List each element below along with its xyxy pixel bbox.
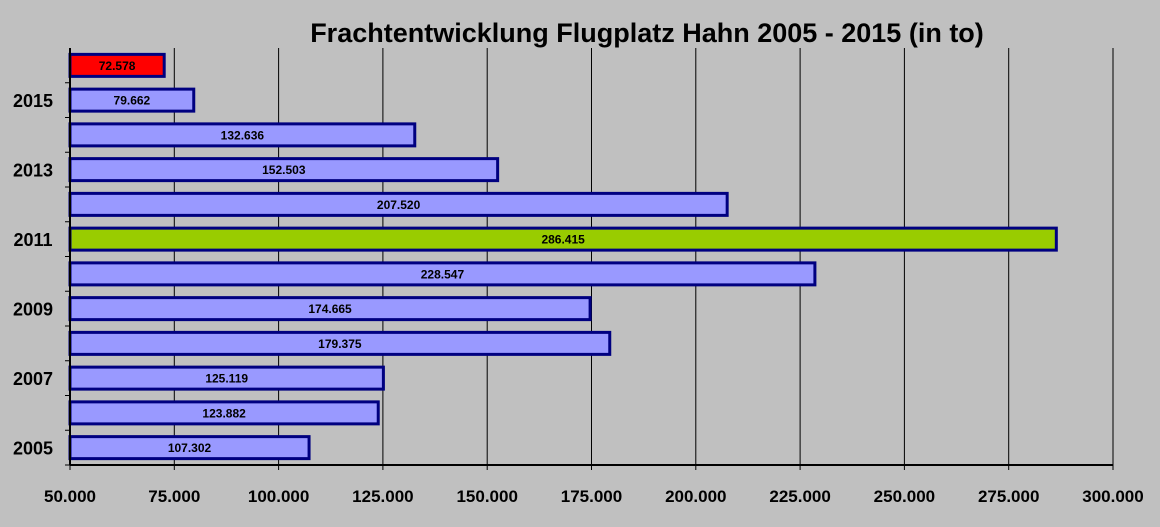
chart-title: Frachtentwicklung Flugplatz Hahn 2005 - … [310,18,984,48]
x-tick-label: 175.000 [561,487,622,506]
x-tick-label: 225.000 [769,487,830,506]
data-label: 207.520 [377,198,421,212]
axes: 50.000 75.000 100.000 125.000 150.000 175.000… [13,48,1144,506]
x-tick-label: 125.000 [352,487,413,506]
data-label: 286.415 [541,233,585,247]
gridlines [173,48,1114,465]
data-label: 107.302 [168,441,212,455]
bars: 107.302 123.882 125.119 179.375 174.665 228.5… [68,52,1058,461]
y-tick-label: 2005 [13,439,53,459]
y-tick-label: 2007 [13,369,53,389]
y-tick-label: 2013 [13,161,53,181]
y-tick-label: 2011 [13,230,52,250]
y-tick-label: 2015 [13,91,53,111]
data-label: 123.882 [202,406,246,420]
x-tick-label: 300.000 [1082,487,1143,506]
x-tick-label: 50.000 [44,487,96,506]
x-tick-label: 100.000 [248,487,309,506]
x-tick-label: 150.000 [456,487,517,506]
x-tick-label: 250.000 [874,487,935,506]
x-tick-label: 200.000 [665,487,726,506]
data-label: 179.375 [318,337,362,351]
data-label: 125.119 [205,372,248,386]
y-tick-label: 2009 [13,300,53,320]
data-label: 132.636 [221,128,265,142]
data-label: 174.665 [308,302,352,316]
data-label: 72.578 [99,59,136,73]
x-tick-label: 75.000 [148,487,200,506]
x-tick-label: 275.000 [978,487,1039,506]
data-label: 152.503 [262,163,306,177]
data-label: 79.662 [114,94,151,108]
data-label: 228.547 [421,267,465,281]
